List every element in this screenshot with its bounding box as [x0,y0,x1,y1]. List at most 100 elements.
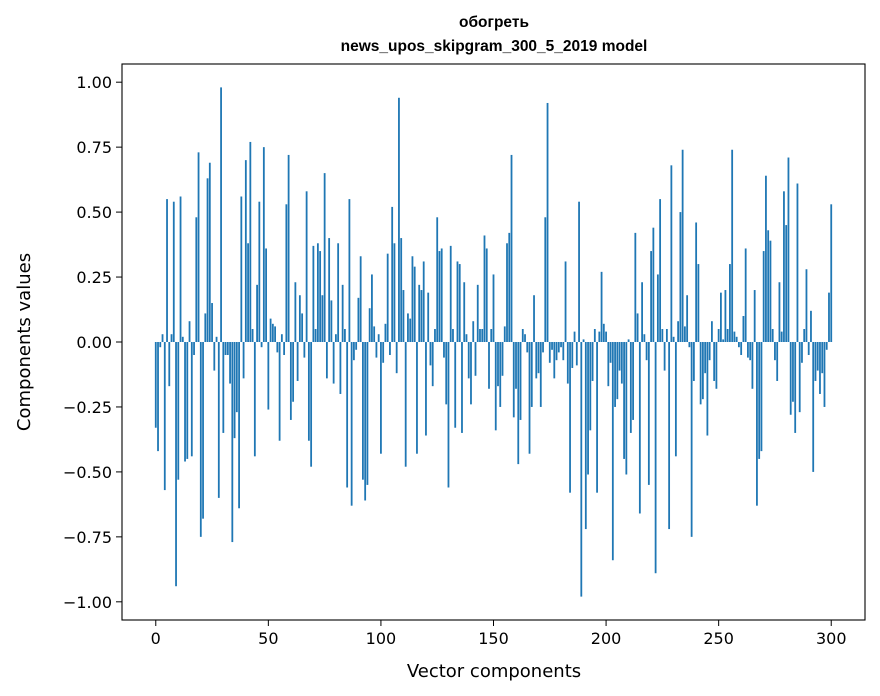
bar [159,342,162,348]
bar [616,342,619,400]
bar [292,342,295,402]
bar [319,251,322,342]
bar [172,201,175,342]
bar [814,342,817,381]
bar [701,342,704,400]
bar [762,251,765,342]
bar [492,274,495,342]
bar [330,300,333,342]
bar [535,342,538,379]
bar [578,201,580,342]
bar [316,243,319,342]
bar [828,292,830,342]
bar [434,329,436,342]
bar [278,342,281,441]
bar [170,334,173,342]
bar [188,321,191,342]
bar [305,191,308,342]
x-tick-label: 150 [478,629,509,648]
bar [692,342,695,381]
bar [645,342,648,361]
bar [783,191,785,342]
bar [217,342,220,498]
bar [310,342,313,467]
bar [593,329,596,342]
bar [699,342,702,405]
bar [409,318,412,342]
bar [285,204,288,342]
bar [154,342,157,428]
bar [431,342,434,387]
bar [611,342,614,561]
bar [647,342,650,485]
bar [251,329,254,342]
bar [456,261,459,342]
bar [695,222,698,342]
bar [341,284,344,342]
bar [778,282,781,342]
bar [618,342,621,371]
bar [526,342,529,353]
bar [602,323,605,342]
bar [717,329,720,342]
bar [749,342,752,361]
bar [697,264,700,342]
bar [224,342,227,355]
bar [177,342,180,480]
bar [181,336,184,342]
bar [386,253,389,342]
y-tick-label: −1.00 [63,593,112,612]
bar [771,329,774,342]
bar [398,97,400,342]
bar [265,248,267,342]
bar [515,342,517,389]
bar [542,342,544,353]
bar [418,284,421,342]
bar [247,243,249,342]
y-tick-label: 0.25 [76,268,112,287]
bar [337,243,340,342]
bar [222,342,225,433]
bar [449,245,452,342]
bar [463,282,466,342]
x-tick-label: 250 [703,629,734,648]
bar [668,342,671,530]
bar [355,342,358,350]
bar [803,329,806,342]
bar [452,329,454,342]
bar [184,342,186,462]
bar [328,238,331,342]
bar [767,230,770,342]
bar [287,154,290,342]
bar [830,204,833,342]
bar [544,217,547,342]
bar [517,342,520,465]
bar [231,342,234,543]
bar [674,342,677,457]
bar [312,245,315,342]
bar [643,334,646,342]
bar [823,342,826,407]
bar [206,178,209,342]
bar [413,266,416,342]
bar [163,342,166,491]
bar [575,342,578,366]
x-axis-label: Vector components [407,661,581,682]
bar [157,342,159,452]
bar [323,173,326,342]
bar [348,199,351,342]
bar [301,313,304,342]
bar [249,141,252,342]
bar [411,256,414,342]
bar [670,165,673,342]
bar [735,336,738,342]
bar [472,321,475,342]
bar [553,342,556,379]
bar [485,248,488,342]
bar [821,342,824,374]
bar [726,329,729,342]
bar [731,149,734,342]
bar [197,152,200,342]
bar [389,342,391,355]
bar [533,295,535,342]
